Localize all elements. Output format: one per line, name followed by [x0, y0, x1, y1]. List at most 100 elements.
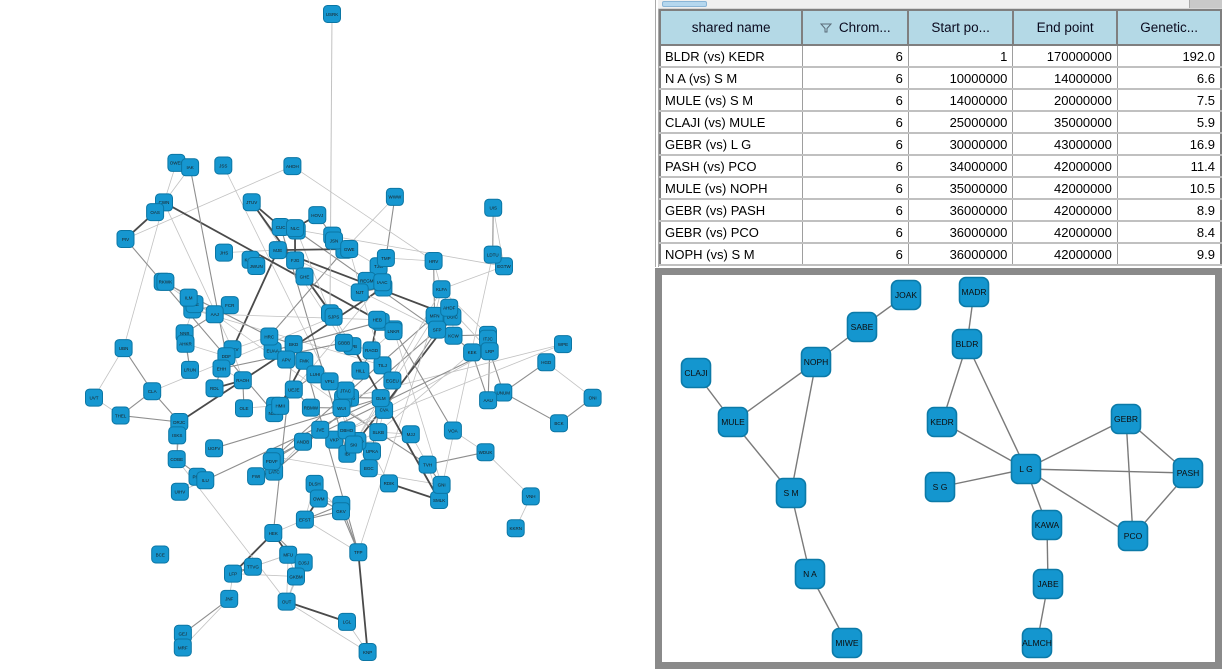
- overview-network-canvas[interactable]: TJWGDHGEJJSSKLFATFPPMREGTWDLSHFWGFJGKCNF…: [0, 0, 655, 669]
- cell-value[interactable]: 42000000: [1012, 243, 1118, 266]
- overview-edge[interactable]: [357, 315, 435, 553]
- overview-node[interactable]: LFP: [224, 564, 242, 583]
- cell-value[interactable]: 30000000: [907, 133, 1013, 156]
- overview-edge[interactable]: [329, 13, 333, 314]
- overview-node[interactable]: OUT: [277, 592, 296, 611]
- overview-node[interactable]: KNP: [358, 643, 377, 661]
- cell-value[interactable]: 11.4: [1116, 155, 1221, 178]
- overview-node[interactable]: HRV: [424, 252, 443, 270]
- overview-node[interactable]: TFP: [349, 543, 368, 562]
- overview-edge[interactable]: [303, 360, 359, 553]
- overview-node[interactable]: ANDB: [294, 432, 312, 451]
- subnetwork-node-MIWE[interactable]: MIWE: [831, 627, 863, 659]
- subnetwork-node-BLDR[interactable]: BLDR: [951, 328, 983, 360]
- cell-value[interactable]: 6: [801, 199, 909, 222]
- cell-shared-name[interactable]: MULE (vs) S M: [660, 89, 803, 112]
- cell-value[interactable]: 6: [801, 45, 909, 68]
- overview-node[interactable]: ISKS: [168, 426, 187, 445]
- column-header-end-point[interactable]: End point: [1011, 10, 1118, 46]
- overview-node[interactable]: GHE: [295, 267, 314, 286]
- cell-shared-name[interactable]: NOPH (vs) S M: [660, 243, 803, 266]
- overview-node[interactable]: RDIK: [380, 474, 398, 493]
- overview-node[interactable]: WWW: [385, 187, 404, 206]
- cell-value[interactable]: 6: [801, 155, 909, 178]
- overview-edge[interactable]: [393, 329, 454, 431]
- overview-edge[interactable]: [268, 249, 345, 337]
- cell-value[interactable]: 6: [801, 67, 909, 90]
- overview-node[interactable]: COBE: [167, 450, 186, 469]
- overview-node[interactable]: KLFA: [432, 280, 451, 299]
- overview-node[interactable]: NLC: [286, 219, 304, 238]
- overview-node[interactable]: ILU: [196, 471, 215, 490]
- table-row[interactable]: NOPH (vs) S M 6 36000000 42000000 9.9: [660, 243, 1221, 266]
- overview-edge[interactable]: [205, 397, 381, 481]
- overview-node[interactable]: TVH: [418, 455, 437, 474]
- overview-node[interactable]: BCK: [550, 414, 568, 433]
- overview-node[interactable]: OLE: [235, 399, 253, 418]
- cell-value[interactable]: 34000000: [907, 155, 1013, 178]
- overview-edge[interactable]: [163, 201, 378, 321]
- overview-node[interactable]: THEL: [111, 406, 130, 425]
- overview-node[interactable]: NJT: [350, 283, 369, 302]
- cell-value[interactable]: 42000000: [1012, 199, 1118, 222]
- cell-value[interactable]: 14000000: [907, 89, 1013, 112]
- overview-node[interactable]: HRC: [260, 327, 279, 346]
- cell-value[interactable]: 7.5: [1116, 89, 1221, 112]
- overview-node[interactable]: MRF: [173, 638, 192, 657]
- overview-node[interactable]: EGEU: [383, 371, 402, 390]
- overview-edge[interactable]: [120, 414, 180, 423]
- overview-node[interactable]: CLA: [143, 382, 162, 401]
- overview-node[interactable]: WPE: [554, 335, 572, 354]
- overview-node[interactable]: IAAC: [373, 273, 392, 292]
- column-header-shared-name[interactable]: shared name: [660, 10, 803, 46]
- overview-node[interactable]: GLM: [371, 389, 390, 408]
- subnetwork-edge-GEBR-PCO[interactable]: [1125, 418, 1134, 537]
- subnetwork-node-KEDR[interactable]: KEDR: [926, 406, 958, 438]
- subnetwork-node-MADR[interactable]: MADR: [958, 276, 990, 308]
- subnetwork-node-PASH[interactable]: PASH: [1172, 457, 1204, 489]
- overview-node[interactable]: HGD: [537, 353, 556, 372]
- cell-value[interactable]: 6: [801, 177, 909, 200]
- overview-node[interactable]: UIHV: [170, 482, 189, 501]
- cell-shared-name[interactable]: BLDR (vs) KEDR: [660, 45, 803, 68]
- cell-value[interactable]: 6: [801, 111, 909, 134]
- cell-value[interactable]: 1: [907, 45, 1013, 68]
- column-header-chrom-[interactable]: Chrom...: [801, 10, 909, 46]
- overview-node[interactable]: KEK: [463, 343, 482, 362]
- overview-node[interactable]: JHS: [215, 243, 233, 262]
- overview-node[interactable]: RKWK: [156, 272, 175, 291]
- subnetwork-node-SG[interactable]: S G: [924, 471, 956, 503]
- overview-node[interactable]: TILJ: [373, 356, 392, 375]
- subnetwork-node-PCO[interactable]: PCO: [1117, 520, 1149, 552]
- table-row[interactable]: MULE (vs) S M 6 14000000 20000000 7.5: [660, 89, 1221, 112]
- table-row[interactable]: GEBR (vs) PCO 6 36000000 42000000 8.4: [660, 221, 1221, 244]
- table-row[interactable]: CLAJI (vs) MULE 6 25000000 35000000 5.9: [660, 111, 1221, 134]
- overview-edge[interactable]: [152, 316, 334, 392]
- overview-node[interactable]: RAGD: [362, 341, 381, 360]
- overview-node[interactable]: LDTU: [483, 245, 502, 264]
- overview-edge[interactable]: [441, 265, 505, 290]
- overview-node[interactable]: UGFV: [205, 439, 224, 458]
- cell-value[interactable]: 8.4: [1116, 221, 1221, 244]
- overview-node[interactable]: HILL: [351, 361, 370, 380]
- cell-value[interactable]: 9.9: [1116, 243, 1221, 266]
- cell-value[interactable]: 6.6: [1116, 67, 1221, 90]
- overview-node[interactable]: TMP: [376, 249, 395, 267]
- overview-node[interactable]: SFP: [428, 320, 447, 339]
- overview-node[interactable]: FWI: [247, 467, 266, 486]
- subnetwork-node-MULE[interactable]: MULE: [717, 406, 749, 438]
- table-row[interactable]: GEBR (vs) L G 6 30000000 43000000 16.9: [660, 133, 1221, 156]
- cell-value[interactable]: 36000000: [907, 243, 1013, 266]
- overview-node[interactable]: GWE: [340, 240, 359, 258]
- cell-value[interactable]: 170000000: [1012, 45, 1118, 68]
- overview-node[interactable]: RAOH: [233, 371, 252, 390]
- scrollbar-thumb[interactable]: [662, 1, 707, 7]
- overview-node[interactable]: MFU: [279, 545, 298, 564]
- cell-value[interactable]: 36000000: [907, 199, 1013, 222]
- overview-node[interactable]: GNI: [432, 475, 451, 494]
- cell-shared-name[interactable]: MULE (vs) NOPH: [660, 177, 803, 200]
- overview-edge[interactable]: [286, 600, 348, 623]
- overview-node[interactable]: UNUM: [494, 383, 513, 402]
- cell-value[interactable]: 42000000: [1012, 177, 1118, 200]
- cell-shared-name[interactable]: PASH (vs) PCO: [660, 155, 803, 178]
